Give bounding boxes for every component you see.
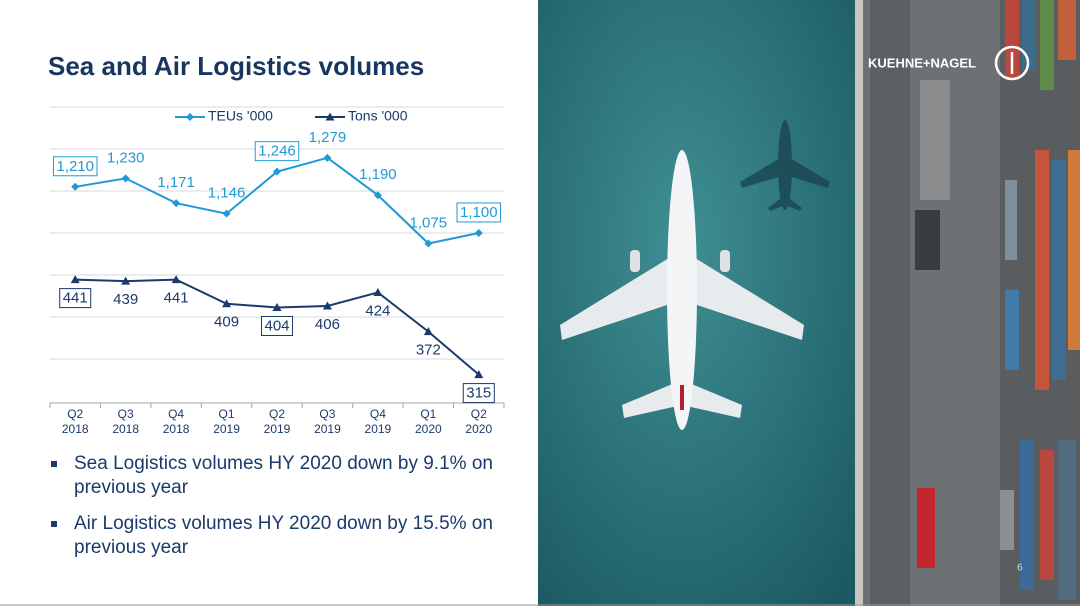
page-number: 6 bbox=[1017, 563, 1023, 574]
plane bbox=[560, 150, 804, 430]
data-label: 1,210 bbox=[56, 158, 94, 175]
data-label: 372 bbox=[416, 342, 441, 359]
data-point bbox=[70, 275, 80, 284]
legend-marker bbox=[186, 113, 194, 121]
data-point bbox=[121, 174, 130, 183]
data-label-box bbox=[462, 383, 495, 404]
data-label-box bbox=[52, 156, 98, 177]
data-label-box bbox=[456, 202, 502, 223]
data-label-box bbox=[260, 315, 294, 336]
legend-label: TEUs '000 bbox=[208, 108, 273, 124]
bullet: Sea Logistics volumes HY 2020 down by 9.… bbox=[50, 452, 510, 500]
data-label: 1,279 bbox=[309, 129, 347, 146]
data-point bbox=[322, 301, 332, 310]
data-label: 424 bbox=[365, 302, 390, 319]
data-point bbox=[222, 299, 232, 308]
data-point bbox=[273, 167, 281, 176]
data-point bbox=[121, 276, 131, 285]
bullet: Air Logistics volumes HY 2020 down by 15… bbox=[50, 512, 510, 560]
data-label: 441 bbox=[164, 290, 189, 307]
data-label: 1,230 bbox=[107, 149, 145, 166]
data-label: 406 bbox=[315, 316, 340, 333]
data-label: 404 bbox=[264, 317, 289, 334]
data-point bbox=[71, 182, 80, 191]
x-tick-label: Q2 2019 bbox=[264, 407, 291, 436]
port-photo bbox=[855, 0, 1080, 606]
x-tick-label: Q2 2018 bbox=[62, 407, 89, 436]
x-tick-label: Q2 2020 bbox=[465, 407, 492, 436]
x-tick-label: Q1 2020 bbox=[415, 407, 442, 436]
data-point bbox=[373, 287, 383, 296]
data-point bbox=[272, 303, 282, 312]
data-label: 1,146 bbox=[208, 185, 246, 202]
legend-label: Tons '000 bbox=[348, 108, 408, 124]
data-label-box bbox=[59, 288, 92, 309]
data-label: 409 bbox=[214, 314, 239, 331]
x-tick-label: Q1 2019 bbox=[213, 407, 240, 436]
data-label: 1,075 bbox=[410, 214, 448, 231]
logo-text: KUEHNE+NAGEL bbox=[868, 55, 976, 70]
chart-title: Sea and Air Logistics volumes bbox=[48, 51, 424, 81]
data-label: 1,100 bbox=[460, 204, 498, 221]
data-point bbox=[172, 199, 181, 208]
data-point bbox=[222, 209, 231, 218]
data-point bbox=[323, 153, 332, 162]
x-tick-label: Q3 2018 bbox=[112, 407, 139, 436]
data-point bbox=[171, 275, 181, 284]
data-label: 1,246 bbox=[258, 143, 296, 160]
data-point bbox=[474, 229, 483, 237]
data-label: 315 bbox=[466, 385, 491, 402]
data-label: 1,190 bbox=[359, 166, 397, 183]
plane-shadow bbox=[740, 120, 830, 211]
x-tick-label: Q4 2019 bbox=[365, 407, 392, 436]
x-tick-label: Q3 2019 bbox=[314, 407, 341, 436]
data-label: 441 bbox=[63, 290, 88, 307]
legend-marker bbox=[325, 112, 335, 121]
data-point bbox=[424, 239, 433, 248]
data-label: 1,171 bbox=[157, 174, 195, 191]
data-point bbox=[423, 327, 433, 336]
logo-icon bbox=[994, 45, 1030, 81]
data-label-box bbox=[254, 141, 300, 162]
bullet-list: Sea Logistics volumes HY 2020 down by 9.… bbox=[50, 452, 510, 572]
data-point bbox=[373, 191, 382, 200]
data-label: 439 bbox=[113, 291, 138, 308]
x-tick-label: Q4 2018 bbox=[163, 407, 190, 436]
data-point bbox=[474, 370, 484, 379]
